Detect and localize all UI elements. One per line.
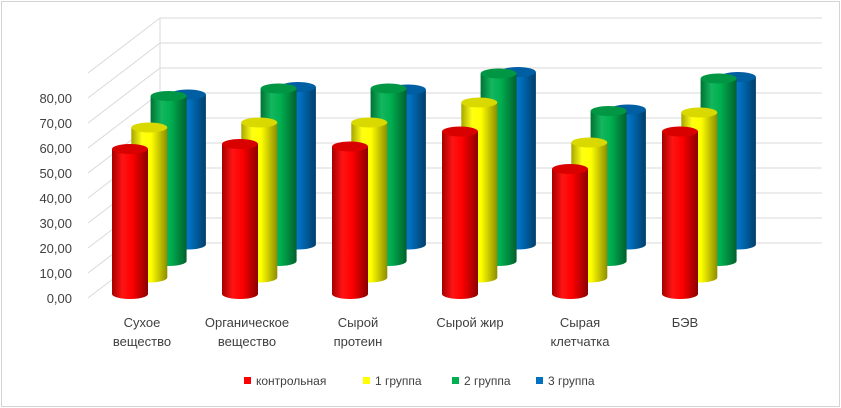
bar-top <box>332 141 368 152</box>
bar-top <box>131 122 168 133</box>
gridline-diagonal <box>87 67 161 124</box>
bar <box>112 144 148 299</box>
x-category-label: Сырой жир <box>436 315 503 330</box>
x-category-label: Сырой протеин <box>334 315 383 349</box>
bar <box>442 126 478 299</box>
bar-top <box>480 68 517 79</box>
legend-swatch <box>452 377 459 384</box>
bar-body <box>222 144 258 299</box>
bar-body <box>112 149 148 299</box>
legend-label: 2 группа <box>464 374 511 388</box>
legend-label: 1 группа <box>375 374 422 388</box>
bar-top <box>370 83 407 94</box>
legend-label: 3 группа <box>548 374 595 388</box>
gridline-diagonal <box>87 42 161 99</box>
x-axis: Сухое вещество Органическое вещество Сырой пр… <box>113 315 698 349</box>
x-category-label: БЭВ <box>672 315 698 330</box>
bar <box>332 141 368 299</box>
y-tick-label: 10,00 <box>39 266 72 281</box>
legend-swatch <box>244 377 251 384</box>
bar-body <box>332 146 368 299</box>
x-category-label: Органическое вещество <box>205 315 289 349</box>
bar-top <box>552 164 588 174</box>
bar-top <box>700 73 737 84</box>
bar-top <box>222 139 258 149</box>
bar-top <box>571 137 608 148</box>
legend-item: 2 группа <box>452 374 511 388</box>
legend-item: 1 группа <box>363 374 422 388</box>
bar-top <box>260 83 297 94</box>
bar <box>662 126 698 299</box>
legend-item: контрольная <box>244 374 326 388</box>
bar-top <box>442 126 478 137</box>
gridline-diagonal <box>87 17 161 74</box>
y-tick-label: 70,00 <box>39 116 72 131</box>
x-category-label: Сухое вещество <box>113 315 171 349</box>
gridline-diagonal <box>87 92 161 149</box>
legend-item: 3 группа <box>536 374 595 388</box>
y-tick-label: 20,00 <box>39 241 72 256</box>
x-category-label: Сырая клетчатка <box>550 315 610 349</box>
bar-top <box>461 97 498 108</box>
legend-label: контрольная <box>256 374 326 388</box>
bar-body <box>442 131 478 299</box>
y-axis: 0,00 10,00 20,00 30,00 40,00 50,00 60,00 70,00 8… <box>39 91 72 306</box>
legend-swatch <box>363 377 370 384</box>
bar <box>222 139 258 299</box>
bar <box>552 164 588 299</box>
legend: контрольная 1 группа 2 группа 3 группа <box>244 374 595 388</box>
legend-swatch <box>536 377 543 384</box>
bar-body <box>662 131 698 299</box>
y-tick-label: 40,00 <box>39 191 72 206</box>
y-tick-label: 0,00 <box>47 291 72 306</box>
y-tick-label: 60,00 <box>39 141 72 156</box>
bar-top <box>351 117 388 128</box>
bar-top <box>681 107 718 118</box>
bar-top <box>590 106 627 116</box>
y-tick-label: 80,00 <box>39 91 72 106</box>
y-tick-label: 30,00 <box>39 216 72 231</box>
bar-top <box>241 117 278 128</box>
bar-top <box>662 126 698 137</box>
bar-top <box>150 91 187 101</box>
y-tick-label: 50,00 <box>39 166 72 181</box>
bar-body <box>552 169 588 299</box>
bars <box>112 67 756 299</box>
bar-top <box>112 144 148 154</box>
